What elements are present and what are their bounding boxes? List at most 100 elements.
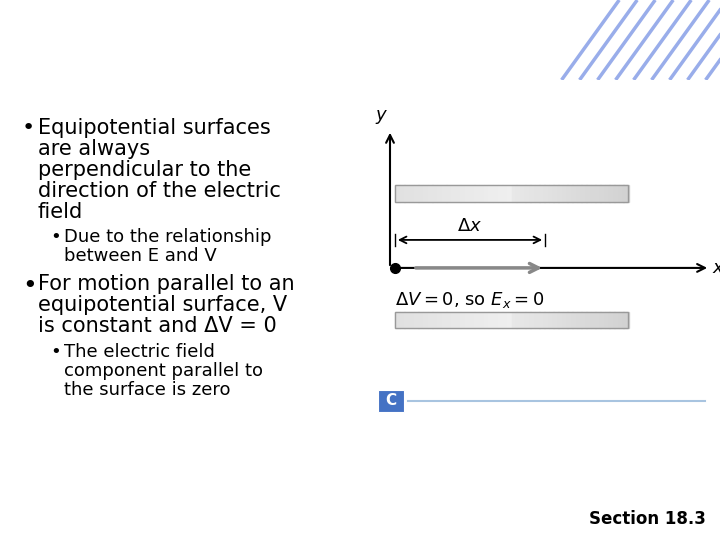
- Bar: [582, 185, 587, 202]
- Bar: [549, 312, 554, 328]
- Text: between E and V: between E and V: [64, 247, 217, 265]
- Bar: [423, 185, 428, 202]
- Bar: [567, 312, 572, 328]
- Bar: [460, 185, 465, 202]
- Bar: [577, 312, 582, 328]
- Text: The electric field: The electric field: [64, 343, 215, 361]
- Bar: [595, 185, 600, 202]
- Bar: [423, 312, 428, 328]
- Bar: [479, 312, 484, 328]
- Text: field: field: [38, 202, 84, 222]
- Text: For motion parallel to an: For motion parallel to an: [38, 274, 294, 294]
- Text: x: x: [712, 259, 720, 277]
- Bar: [479, 185, 484, 202]
- Text: Equipotential surfaces: Equipotential surfaces: [38, 118, 271, 138]
- Bar: [586, 185, 591, 202]
- Bar: [437, 312, 442, 328]
- Text: C: C: [385, 394, 397, 408]
- Bar: [493, 312, 498, 328]
- Bar: [409, 312, 414, 328]
- Bar: [451, 312, 456, 328]
- Bar: [474, 185, 480, 202]
- Bar: [395, 312, 628, 328]
- Bar: [516, 185, 521, 202]
- Bar: [590, 312, 596, 328]
- Bar: [474, 312, 480, 328]
- Text: $\Delta x$: $\Delta x$: [457, 217, 482, 235]
- Bar: [544, 185, 549, 202]
- Bar: [432, 312, 438, 328]
- Bar: [378, 390, 404, 412]
- Bar: [498, 312, 503, 328]
- Bar: [395, 185, 400, 202]
- Bar: [618, 312, 624, 328]
- Text: is constant and ΔV = 0: is constant and ΔV = 0: [38, 316, 276, 336]
- Bar: [567, 185, 572, 202]
- Bar: [428, 185, 433, 202]
- Bar: [521, 185, 526, 202]
- Bar: [590, 185, 596, 202]
- Text: are always: are always: [38, 139, 150, 159]
- Bar: [624, 185, 629, 202]
- Bar: [498, 185, 503, 202]
- Bar: [432, 185, 438, 202]
- Bar: [465, 312, 470, 328]
- Bar: [507, 312, 512, 328]
- Bar: [441, 312, 446, 328]
- Bar: [605, 185, 610, 202]
- Bar: [549, 185, 554, 202]
- Bar: [614, 312, 619, 328]
- Bar: [446, 312, 451, 328]
- Bar: [507, 185, 512, 202]
- Bar: [484, 185, 489, 202]
- Bar: [609, 312, 615, 328]
- Bar: [418, 185, 423, 202]
- Bar: [563, 312, 568, 328]
- Bar: [618, 185, 624, 202]
- Bar: [586, 312, 591, 328]
- Bar: [469, 312, 474, 328]
- Bar: [554, 312, 559, 328]
- Bar: [558, 312, 563, 328]
- Bar: [605, 312, 610, 328]
- Bar: [488, 185, 493, 202]
- Text: direction of the electric: direction of the electric: [38, 181, 281, 201]
- Bar: [488, 312, 493, 328]
- Bar: [405, 312, 410, 328]
- Bar: [530, 185, 535, 202]
- Bar: [451, 185, 456, 202]
- Bar: [539, 312, 544, 328]
- Bar: [535, 312, 540, 328]
- Bar: [395, 185, 628, 202]
- Bar: [614, 185, 619, 202]
- Bar: [530, 312, 535, 328]
- Bar: [469, 185, 474, 202]
- Bar: [409, 185, 414, 202]
- Bar: [516, 312, 521, 328]
- Bar: [521, 312, 526, 328]
- Bar: [563, 185, 568, 202]
- Bar: [441, 185, 446, 202]
- Text: Section 18.3: Section 18.3: [589, 510, 706, 528]
- Text: •: •: [22, 274, 37, 298]
- Text: •: •: [22, 118, 35, 138]
- Bar: [405, 185, 410, 202]
- Bar: [456, 312, 461, 328]
- Bar: [502, 312, 508, 328]
- Bar: [413, 312, 419, 328]
- Bar: [418, 312, 423, 328]
- Bar: [400, 185, 405, 202]
- Bar: [502, 185, 508, 202]
- Bar: [544, 312, 549, 328]
- Bar: [600, 312, 606, 328]
- Text: the surface is zero: the surface is zero: [64, 381, 230, 399]
- Text: Due to the relationship: Due to the relationship: [64, 228, 271, 246]
- Bar: [577, 185, 582, 202]
- Text: perpendicular to the: perpendicular to the: [38, 160, 251, 180]
- Bar: [554, 185, 559, 202]
- Text: •: •: [50, 343, 60, 361]
- Bar: [572, 312, 577, 328]
- Bar: [582, 312, 587, 328]
- Text: Equipotential Surfaces, cont.: Equipotential Surfaces, cont.: [18, 32, 496, 60]
- Bar: [595, 312, 600, 328]
